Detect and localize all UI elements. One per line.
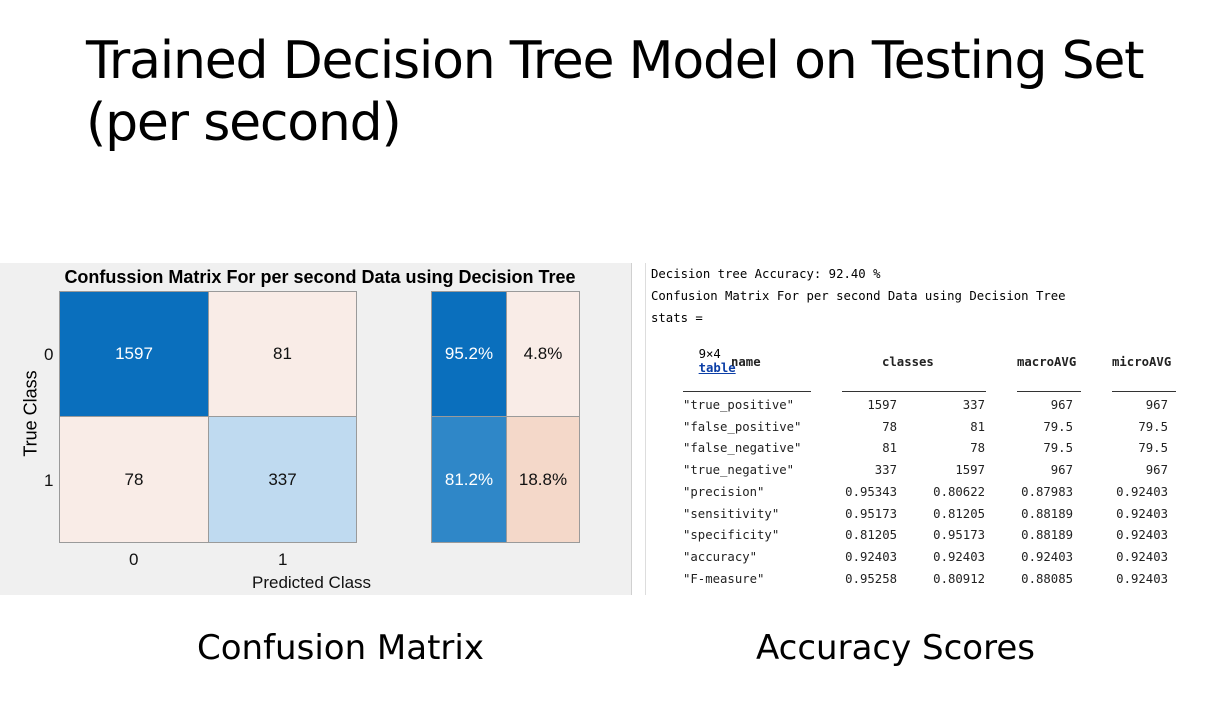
cell-1-0-value: 78 <box>124 469 144 489</box>
summary-0-0-value: 95.2% <box>444 344 494 363</box>
table-cell: 0.88189 <box>1021 506 1073 521</box>
header-name: name <box>731 355 761 369</box>
slide-title-line2: (per second) <box>86 93 402 153</box>
table-cell: 78 <box>882 419 897 434</box>
table-cell: 0.95173 <box>933 528 985 543</box>
cell-0-0-value: 1597 <box>115 344 153 363</box>
y-axis-label-wrap: True Class <box>21 370 42 456</box>
confusion-matrix-figure: Confussion Matrix For per second Data us… <box>0 263 632 595</box>
table-row-name: "false_positive" <box>683 419 802 434</box>
table-cell: 0.88085 <box>1021 571 1073 586</box>
table-row-name: "true_positive" <box>683 398 795 412</box>
table-cell: 0.87983 <box>1021 484 1073 499</box>
console-stats-line: stats = <box>651 311 703 325</box>
cell-1-0: 78 <box>59 416 209 543</box>
table-cell: 0.92403 <box>1116 484 1168 499</box>
table-cell: 0.92403 <box>1116 528 1168 543</box>
table-dims-text: 9×4 <box>698 347 721 361</box>
header-microavg: microAVG <box>1112 355 1172 369</box>
header-macroavg: macroAVG <box>1017 355 1077 369</box>
right-caption: Accuracy Scores <box>756 628 1035 668</box>
table-dims: 9×4 table <box>669 333 736 389</box>
cell-1-1-value: 337 <box>268 469 297 489</box>
table-cell: 81 <box>882 441 897 456</box>
table-cell: 0.88189 <box>1021 528 1073 543</box>
table-cell: 79.5 <box>1043 419 1073 434</box>
table-cell: 0.92403 <box>1116 549 1168 564</box>
console-title-line: Confusion Matrix For per second Data usi… <box>651 289 1066 303</box>
console-accuracy-line: Decision tree Accuracy: 92.40 % <box>651 267 881 281</box>
table-cell: 0.81205 <box>933 506 985 521</box>
summary-1-0: 81.2% <box>431 416 507 543</box>
x-axis-label: Predicted Class <box>252 573 372 592</box>
summary-1-1: 18.8% <box>506 416 580 543</box>
summary-0-1-value: 4.8% <box>523 344 563 363</box>
slide-title-line1: Trained Decision Tree Model on Testing S… <box>86 31 1145 91</box>
summary-0-0: 95.2% <box>431 291 507 417</box>
table-cell: 967 <box>1050 463 1073 478</box>
cell-0-0: 1597 <box>59 291 209 417</box>
table-cell: 967 <box>1050 398 1073 412</box>
summary-1-1-value: 18.8% <box>518 469 568 489</box>
cell-1-1: 337 <box>208 416 357 543</box>
table-cell: 0.92403 <box>1021 549 1073 564</box>
table-cell: 967 <box>1145 463 1168 478</box>
col-label-1: 1 <box>278 550 288 569</box>
header-underline-name <box>683 391 811 392</box>
header-underline-microavg <box>1112 391 1176 392</box>
table-link[interactable]: table <box>698 361 736 375</box>
table-cell: 0.80622 <box>933 484 985 499</box>
figure-title: Confussion Matrix For per second Data us… <box>64 267 576 287</box>
table-cell: 81 <box>970 419 985 434</box>
table-cell: 0.95173 <box>845 506 897 521</box>
table-cell: 0.92403 <box>845 549 897 564</box>
header-classes: classes <box>882 355 934 369</box>
row-label-0: 0 <box>44 345 54 364</box>
table-cell: 0.95258 <box>845 571 897 586</box>
table-cell: 79.5 <box>1138 441 1168 456</box>
table-cell: 79.5 <box>1043 441 1073 456</box>
summary-1-0-value: 81.2% <box>444 469 494 489</box>
header-underline-macroavg <box>1017 391 1081 392</box>
table-row-name: "accuracy" <box>683 549 758 564</box>
header-underline-classes <box>842 391 986 392</box>
table-cell: 1597 <box>955 463 985 478</box>
table-cell: 0.92403 <box>1116 506 1168 521</box>
table-cell: 78 <box>970 441 985 456</box>
table-cell: 0.95343 <box>845 484 897 499</box>
left-caption: Confusion Matrix <box>197 628 484 668</box>
table-row-name: "sensitivity" <box>683 506 780 521</box>
table-cell: 0.92403 <box>933 549 985 564</box>
table-cell: 0.81205 <box>845 528 897 543</box>
table-row-name: "false_negative" <box>683 441 802 456</box>
table-cell: 337 <box>874 463 897 478</box>
table-row-name: "specificity" <box>683 528 780 543</box>
table-cell: 0.92403 <box>1116 571 1168 586</box>
slide-title: Trained Decision Tree Model on Testing S… <box>86 30 1146 154</box>
table-cell: 79.5 <box>1138 419 1168 434</box>
table-row-name: "precision" <box>683 484 765 499</box>
table-cell: 1597 <box>867 398 897 412</box>
table-row-name: "F-measure" <box>683 571 765 586</box>
col-label-0: 0 <box>129 550 139 569</box>
cell-0-1: 81 <box>208 291 357 417</box>
table-row-name: "true_negative" <box>683 463 795 478</box>
y-axis-label: True Class <box>20 370 41 457</box>
table-cell: 337 <box>962 398 985 412</box>
row-label-1: 1 <box>44 471 54 490</box>
summary-0-1: 4.8% <box>506 291 580 417</box>
cell-0-1-value: 81 <box>273 344 292 363</box>
table-cell: 967 <box>1145 398 1168 412</box>
table-cell: 0.80912 <box>933 571 985 586</box>
